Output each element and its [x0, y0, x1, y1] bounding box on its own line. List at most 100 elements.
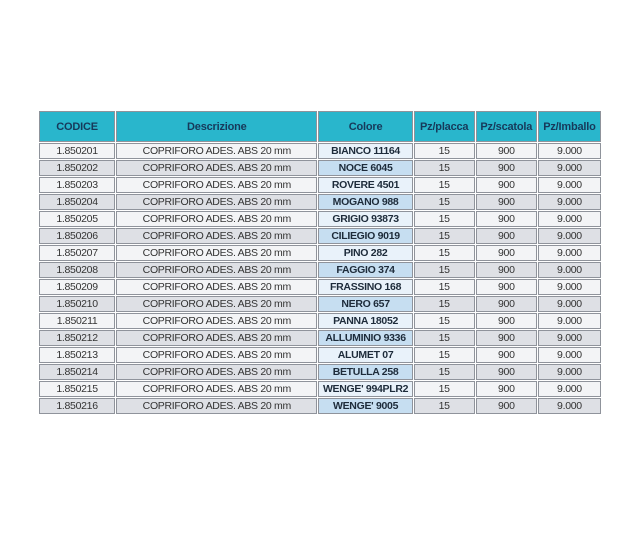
- cell-pz-imballo: 9.000: [537, 313, 601, 329]
- cell-descrizione: COPRIFORO ADES. ABS 20 mm: [116, 364, 318, 380]
- cell-descrizione: COPRIFORO ADES. ABS 20 mm: [116, 381, 318, 397]
- cell-pz-placca: 15: [413, 211, 475, 227]
- cell-pz-scatola: 900: [475, 296, 537, 312]
- cell-pz-imballo: 9.000: [537, 279, 601, 295]
- cell-pz-scatola: 900: [475, 262, 537, 278]
- cell-codice: 1.850207: [39, 245, 116, 261]
- cell-pz-imballo: 9.000: [537, 211, 601, 227]
- cell-pz-placca: 15: [413, 194, 475, 210]
- cell-pz-placca: 15: [413, 245, 475, 261]
- product-table-container: CODICE Descrizione Colore Pz/placca Pz/s…: [38, 110, 602, 415]
- cell-descrizione: COPRIFORO ADES. ABS 20 mm: [116, 143, 318, 159]
- column-header-pz-placca: Pz/placca: [413, 111, 475, 142]
- cell-pz-placca: 15: [413, 296, 475, 312]
- cell-descrizione: COPRIFORO ADES. ABS 20 mm: [116, 313, 318, 329]
- column-header-descrizione: Descrizione: [116, 111, 318, 142]
- cell-colore: BIANCO 11164: [318, 143, 413, 159]
- cell-pz-scatola: 900: [475, 381, 537, 397]
- cell-colore: NOCE 6045: [318, 160, 413, 176]
- product-table: CODICE Descrizione Colore Pz/placca Pz/s…: [38, 110, 602, 415]
- table-row: 1.850202 COPRIFORO ADES. ABS 20 mm NOCE 60…: [39, 160, 601, 176]
- cell-pz-scatola: 900: [475, 364, 537, 380]
- cell-pz-scatola: 900: [475, 177, 537, 193]
- table-row: 1.850213 COPRIFORO ADES. ABS 20 mm ALUMET …: [39, 347, 601, 363]
- cell-pz-imballo: 9.000: [537, 143, 601, 159]
- cell-pz-placca: 15: [413, 177, 475, 193]
- header-row: CODICE Descrizione Colore Pz/placca Pz/s…: [39, 111, 601, 142]
- cell-codice: 1.850212: [39, 330, 116, 346]
- cell-colore: PINO 282: [318, 245, 413, 261]
- cell-codice: 1.850216: [39, 398, 116, 414]
- cell-colore: FAGGIO 374: [318, 262, 413, 278]
- table-row: 1.850216 COPRIFORO ADES. ABS 20 mm WENGE' …: [39, 398, 601, 414]
- cell-pz-imballo: 9.000: [537, 398, 601, 414]
- cell-codice: 1.850201: [39, 143, 116, 159]
- cell-codice: 1.850215: [39, 381, 116, 397]
- cell-descrizione: COPRIFORO ADES. ABS 20 mm: [116, 347, 318, 363]
- cell-descrizione: COPRIFORO ADES. ABS 20 mm: [116, 296, 318, 312]
- cell-pz-imballo: 9.000: [537, 262, 601, 278]
- cell-pz-scatola: 900: [475, 279, 537, 295]
- cell-pz-scatola: 900: [475, 228, 537, 244]
- cell-pz-scatola: 900: [475, 398, 537, 414]
- cell-descrizione: COPRIFORO ADES. ABS 20 mm: [116, 262, 318, 278]
- table-row: 1.850214 COPRIFORO ADES. ABS 20 mm BETULLA…: [39, 364, 601, 380]
- column-header-pz-scatola: Pz/scatola: [475, 111, 537, 142]
- column-header-pz-imballo: Pz/Imballo: [537, 111, 601, 142]
- cell-pz-placca: 15: [413, 364, 475, 380]
- column-header-codice: CODICE: [39, 111, 116, 142]
- cell-pz-imballo: 9.000: [537, 364, 601, 380]
- cell-pz-imballo: 9.000: [537, 330, 601, 346]
- cell-pz-imballo: 9.000: [537, 160, 601, 176]
- table-row: 1.850211 COPRIFORO ADES. ABS 20 mm PANNA 1…: [39, 313, 601, 329]
- cell-codice: 1.850204: [39, 194, 116, 210]
- cell-codice: 1.850202: [39, 160, 116, 176]
- cell-pz-placca: 15: [413, 160, 475, 176]
- table-row: 1.850204 COPRIFORO ADES. ABS 20 mm MOGANO …: [39, 194, 601, 210]
- cell-colore: ALUMET 07: [318, 347, 413, 363]
- cell-pz-placca: 15: [413, 381, 475, 397]
- table-row: 1.850215 COPRIFORO ADES. ABS 20 mm WENGE' …: [39, 381, 601, 397]
- cell-pz-placca: 15: [413, 398, 475, 414]
- table-row: 1.850201 COPRIFORO ADES. ABS 20 mm BIANCO …: [39, 143, 601, 159]
- cell-codice: 1.850203: [39, 177, 116, 193]
- cell-colore: CILIEGIO 9019: [318, 228, 413, 244]
- cell-colore: ROVERE 4501: [318, 177, 413, 193]
- cell-pz-scatola: 900: [475, 211, 537, 227]
- table-row: 1.850210 COPRIFORO ADES. ABS 20 mm NERO 65…: [39, 296, 601, 312]
- cell-pz-placca: 15: [413, 228, 475, 244]
- cell-codice: 1.850205: [39, 211, 116, 227]
- table-row: 1.850205 COPRIFORO ADES. ABS 20 mm GRIGIO …: [39, 211, 601, 227]
- table-row: 1.850212 COPRIFORO ADES. ABS 20 mm ALLUMIN…: [39, 330, 601, 346]
- cell-pz-imballo: 9.000: [537, 245, 601, 261]
- cell-descrizione: COPRIFORO ADES. ABS 20 mm: [116, 211, 318, 227]
- cell-pz-imballo: 9.000: [537, 381, 601, 397]
- cell-colore: PANNA 18052: [318, 313, 413, 329]
- table-row: 1.850209 COPRIFORO ADES. ABS 20 mm FRASSIN…: [39, 279, 601, 295]
- cell-descrizione: COPRIFORO ADES. ABS 20 mm: [116, 194, 318, 210]
- cell-descrizione: COPRIFORO ADES. ABS 20 mm: [116, 398, 318, 414]
- table-row: 1.850203 COPRIFORO ADES. ABS 20 mm ROVERE …: [39, 177, 601, 193]
- cell-pz-scatola: 900: [475, 245, 537, 261]
- cell-pz-scatola: 900: [475, 160, 537, 176]
- table-body: 1.850201 COPRIFORO ADES. ABS 20 mm BIANCO …: [39, 143, 601, 414]
- cell-pz-placca: 15: [413, 143, 475, 159]
- cell-codice: 1.850208: [39, 262, 116, 278]
- cell-pz-placca: 15: [413, 330, 475, 346]
- cell-pz-placca: 15: [413, 313, 475, 329]
- cell-pz-scatola: 900: [475, 313, 537, 329]
- cell-pz-placca: 15: [413, 279, 475, 295]
- table-row: 1.850208 COPRIFORO ADES. ABS 20 mm FAGGIO …: [39, 262, 601, 278]
- cell-pz-imballo: 9.000: [537, 347, 601, 363]
- table-header: CODICE Descrizione Colore Pz/placca Pz/s…: [39, 111, 601, 142]
- cell-pz-scatola: 900: [475, 347, 537, 363]
- cell-pz-imballo: 9.000: [537, 228, 601, 244]
- cell-codice: 1.850209: [39, 279, 116, 295]
- cell-colore: WENGE' 994PLR2: [318, 381, 413, 397]
- cell-pz-scatola: 900: [475, 330, 537, 346]
- cell-descrizione: COPRIFORO ADES. ABS 20 mm: [116, 228, 318, 244]
- cell-pz-placca: 15: [413, 347, 475, 363]
- cell-codice: 1.850206: [39, 228, 116, 244]
- cell-pz-placca: 15: [413, 262, 475, 278]
